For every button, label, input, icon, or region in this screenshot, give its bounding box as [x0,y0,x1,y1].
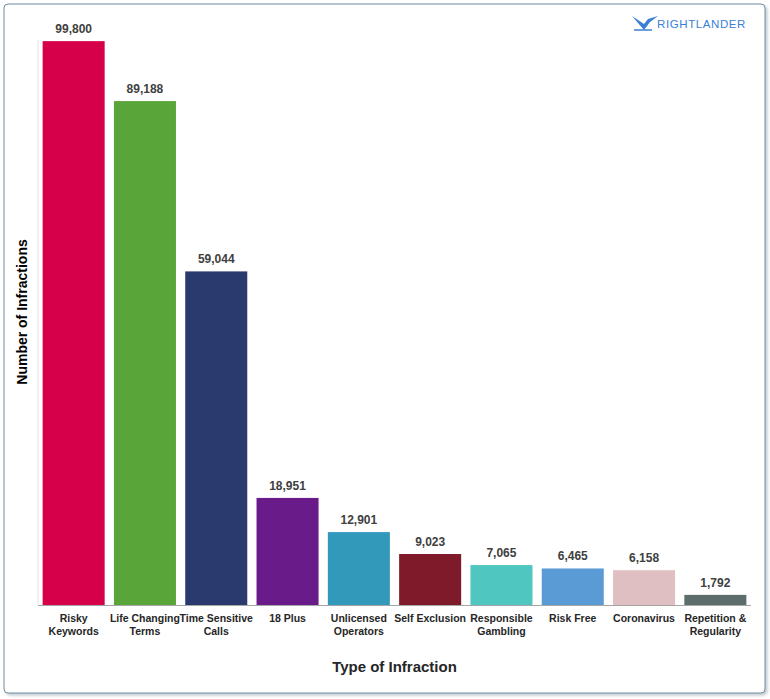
category-label: RiskyKeywords [49,612,99,637]
bar [470,565,532,605]
bar [399,554,461,605]
data-label: 18,951 [269,479,306,493]
data-label: 6,465 [558,549,588,563]
data-label: 1,792 [700,576,730,590]
chart-root: 99,800 89,188 59,044 18,951 12,901 9,023 7,065… [0,0,770,699]
category-label-line: Terms [130,625,161,637]
category-label-line: Self Exclusion [394,612,466,624]
category-label-line: Repetition & [684,612,746,624]
data-label: 6,158 [629,551,659,565]
category-label-line: Risk Free [549,612,596,624]
category-label: ResponsibleGambling [470,612,533,637]
category-label-line: Gambling [477,625,525,637]
category-label: Coronavirus [613,612,675,624]
logo: RIGHTLANDER [632,16,746,30]
category-label: Risk Free [549,612,596,624]
bar [185,271,247,605]
data-label: 7,065 [486,546,516,560]
data-label: 59,044 [198,252,235,266]
category-label-line: Risky [60,612,88,624]
category-label: 18 Plus [269,612,306,624]
category-label: Life ChangingTerms [110,612,180,637]
logo-icon-line [634,29,652,31]
data-label: 12,901 [340,513,377,527]
logo-text: RIGHTLANDER [657,18,746,30]
category-label-line: Regularity [690,625,742,637]
bar [328,532,390,605]
frame [4,4,765,693]
bar [613,570,675,605]
x-axis-line [38,605,751,606]
bar [43,41,105,605]
category-label-line: Keywords [49,625,99,637]
category-label-line: Calls [204,625,229,637]
category-label-line: 18 Plus [269,612,306,624]
bar [542,568,604,605]
bar [114,101,176,605]
category-label: Repetition &Regularity [684,612,746,637]
logo-icon [632,16,658,30]
category-label-line: Operators [334,625,384,637]
category-label-line: Unlicensed [331,612,387,624]
category-label: Time SensitiveCalls [180,612,254,637]
category-label: UnlicensedOperators [331,612,387,637]
category-label-line: Responsible [470,612,533,624]
bars [43,41,747,605]
category-label-line: Life Changing [110,612,180,624]
y-axis-title: Number of Infractions [14,239,30,385]
category-label: Self Exclusion [394,612,466,624]
category-label-line: Coronavirus [613,612,675,624]
category-label-line: Time Sensitive [180,612,254,624]
bar [684,595,746,605]
data-label: 99,800 [55,22,92,36]
chart-svg: 99,800 89,188 59,044 18,951 12,901 9,023 7,065… [0,0,770,699]
x-axis-title: Type of Infraction [332,658,457,675]
data-label: 9,023 [415,535,445,549]
bar [257,498,319,605]
data-label: 89,188 [127,82,164,96]
y-axis-line [38,40,39,605]
